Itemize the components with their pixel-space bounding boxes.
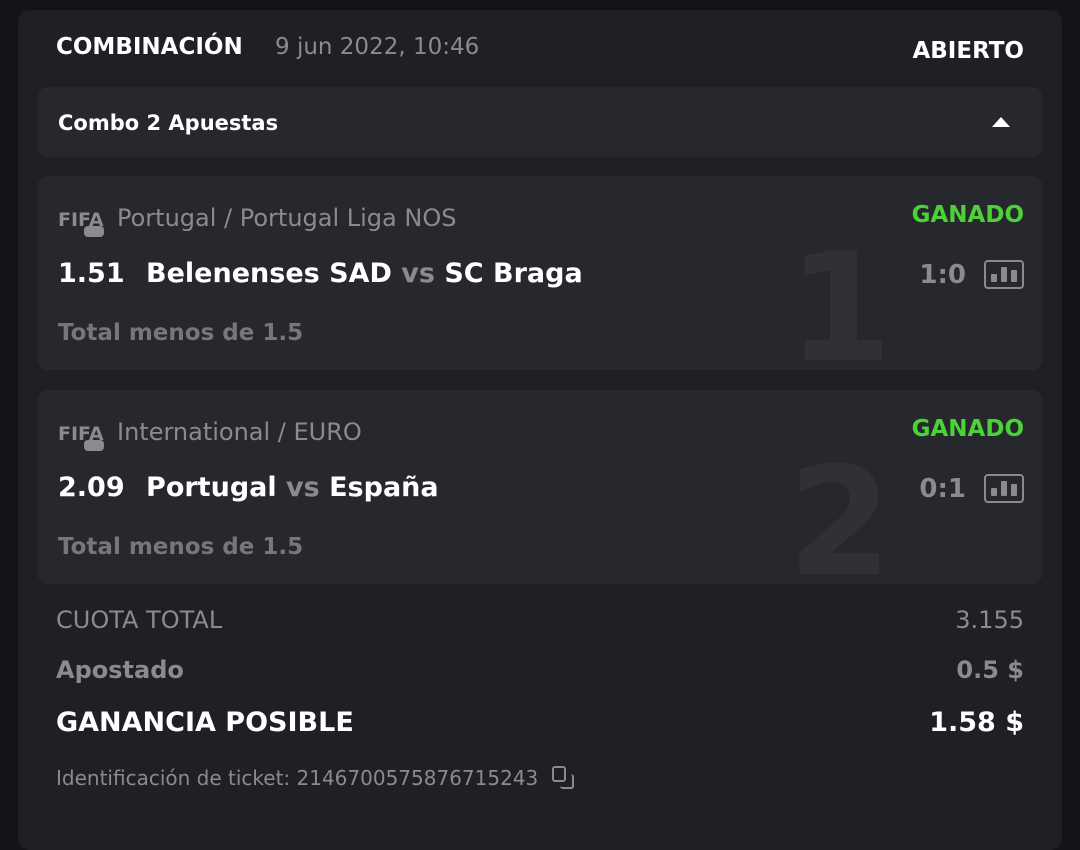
bet-card: 2 FIFA International / EURO GANADO 2.09 … — [38, 390, 1042, 584]
score: 1:0 — [919, 260, 966, 290]
stake-value: 0.5 $ — [956, 656, 1024, 684]
payout-row: GANANCIA POSIBLE 1.58 $ — [56, 707, 1024, 738]
away-team: SC Braga — [444, 258, 583, 289]
home-team: Portugal — [146, 472, 277, 503]
match-line: 1.51 Belenenses SAD vs SC Braga — [58, 258, 583, 289]
combo-toggle[interactable]: Combo 2 Apuestas — [38, 87, 1042, 157]
bet-type-title: COMBINACIÓN — [56, 34, 243, 60]
svg-text:FIFA: FIFA — [58, 423, 104, 445]
bet-index: 1 — [787, 222, 892, 370]
stake-row: Apostado 0.5 $ — [56, 656, 1024, 684]
odds: 2.09 — [58, 472, 125, 503]
combo-label: Combo 2 Apuestas — [58, 111, 279, 135]
payout-label: GANANCIA POSIBLE — [56, 707, 354, 738]
market-selection: Total menos de 1.5 — [58, 534, 304, 560]
stats-chart-icon[interactable] — [984, 260, 1024, 289]
league-name: Portugal / Portugal Liga NOS — [117, 204, 457, 232]
total-odds-value: 3.155 — [955, 606, 1024, 634]
away-team: España — [329, 472, 439, 503]
vs-label: vs — [401, 258, 435, 289]
market-selection: Total menos de 1.5 — [58, 320, 304, 346]
svg-text:FIFA: FIFA — [58, 209, 104, 231]
score: 0:1 — [919, 474, 966, 504]
vs-label: vs — [286, 472, 320, 503]
total-odds-label: CUOTA TOTAL — [56, 606, 223, 634]
result-badge: GANADO — [911, 202, 1024, 228]
total-odds-row: CUOTA TOTAL 3.155 — [56, 606, 1024, 634]
home-team: Belenenses SAD — [146, 258, 392, 289]
bet-date: 9 jun 2022, 10:46 — [275, 34, 480, 60]
payout-value: 1.58 $ — [929, 707, 1024, 738]
stake-label: Apostado — [56, 656, 184, 684]
ticket-id-text: Identificación de ticket: 21467005758767… — [56, 766, 539, 790]
bet-ticket-panel: COMBINACIÓN 9 jun 2022, 10:46 ABIERTO Co… — [18, 10, 1062, 850]
bet-index: 2 — [787, 436, 892, 584]
ticket-id: Identificación de ticket: 21467005758767… — [56, 766, 576, 790]
bet-card: 1 FIFA Portugal / Portugal Liga NOS GANA… — [38, 176, 1042, 370]
fifa-gamepad-icon: FIFA — [58, 423, 104, 451]
copy-icon[interactable] — [552, 766, 576, 790]
match-line: 2.09 Portugal vs España — [58, 472, 439, 503]
stats-chart-icon[interactable] — [984, 474, 1024, 503]
caret-up-icon[interactable] — [992, 117, 1010, 127]
league-name: International / EURO — [117, 418, 362, 446]
status-badge: ABIERTO — [912, 38, 1024, 64]
result-badge: GANADO — [911, 416, 1024, 442]
odds: 1.51 — [58, 258, 125, 289]
fifa-gamepad-icon: FIFA — [58, 209, 104, 237]
